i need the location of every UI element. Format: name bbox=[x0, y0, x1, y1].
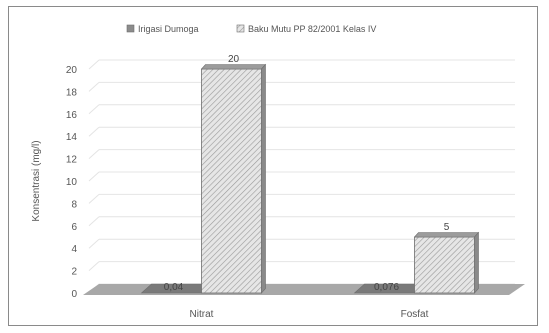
y-tick-label: 10 bbox=[66, 177, 78, 188]
bar-top bbox=[413, 232, 480, 238]
gridline-side bbox=[88, 126, 100, 137]
bar-side bbox=[474, 231, 479, 294]
gridlines bbox=[88, 59, 515, 294]
data-label: 20 bbox=[228, 54, 240, 65]
y-tick-label: 16 bbox=[66, 110, 78, 121]
gridline-side bbox=[88, 171, 100, 182]
y-axis-ticks: 0 2 4 6 8 10 12 14 16 18 20 bbox=[66, 65, 78, 300]
y-tick-label: 14 bbox=[66, 132, 78, 143]
bar-nitrat-series-1 bbox=[200, 63, 267, 294]
y-tick-label: 18 bbox=[66, 87, 78, 98]
data-label: 0,04 bbox=[164, 282, 184, 293]
y-tick-label: 2 bbox=[71, 267, 77, 278]
legend-label-1: Baku Mutu PP 82/2001 Kelas IV bbox=[248, 24, 376, 34]
gridline-side bbox=[88, 261, 100, 271]
gridline-side bbox=[88, 149, 100, 159]
data-label: 5 bbox=[444, 222, 450, 233]
x-tick-label: Fosfat bbox=[401, 309, 429, 320]
y-axis-title: Konsentrasi (mg/l) bbox=[31, 140, 42, 221]
bar-front bbox=[414, 236, 475, 294]
legend-swatch-1 bbox=[236, 24, 245, 33]
gridline-side bbox=[88, 216, 100, 227]
bars bbox=[140, 63, 480, 294]
bar-chart: Irigasi Dumoga Baku Mutu PP 82/2001 Kelas… bbox=[31, 24, 525, 320]
x-tick-label: Nitrat bbox=[190, 309, 214, 320]
gridline-side bbox=[88, 238, 100, 249]
y-tick-label: 0 bbox=[71, 289, 77, 300]
legend-label-0: Irigasi Dumoga bbox=[138, 24, 199, 34]
bar-front bbox=[201, 68, 262, 294]
bar-top bbox=[200, 64, 267, 70]
gridline-side bbox=[88, 82, 100, 92]
bar-side bbox=[261, 63, 266, 294]
legend: Irigasi Dumoga Baku Mutu PP 82/2001 Kelas… bbox=[126, 24, 376, 34]
data-labels: 0,04 20 0,076 5 bbox=[164, 54, 450, 293]
y-tick-label: 8 bbox=[71, 199, 77, 210]
gridline-side bbox=[88, 194, 100, 204]
legend-swatch-0 bbox=[126, 24, 135, 33]
bar-fosfat-series-1 bbox=[413, 231, 480, 294]
x-axis-ticks: Nitrat Fosfat bbox=[190, 309, 429, 320]
y-tick-label: 12 bbox=[66, 155, 78, 166]
y-tick-label: 6 bbox=[71, 222, 77, 233]
data-label: 0,076 bbox=[374, 282, 399, 293]
chart-frame: Irigasi Dumoga Baku Mutu PP 82/2001 Kelas… bbox=[8, 6, 538, 326]
y-tick-label: 4 bbox=[71, 244, 77, 255]
y-tick-label: 20 bbox=[66, 65, 78, 76]
gridline-side bbox=[88, 59, 100, 70]
gridline-side bbox=[88, 104, 100, 115]
